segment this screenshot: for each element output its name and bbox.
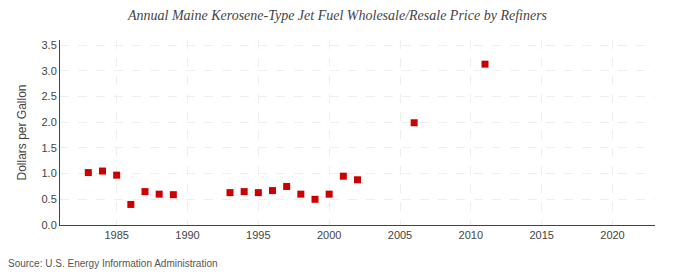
svg-text:0.0: 0.0: [42, 219, 57, 231]
svg-text:3.5: 3.5: [42, 39, 57, 51]
svg-text:3.0: 3.0: [42, 65, 57, 77]
svg-text:2010: 2010: [459, 229, 483, 241]
svg-text:2015: 2015: [529, 229, 553, 241]
svg-text:1.0: 1.0: [42, 167, 57, 179]
svg-text:2020: 2020: [600, 229, 624, 241]
svg-text:Annual Maine Kerosene-Type Jet: Annual Maine Kerosene-Type Jet Fuel Whol…: [127, 8, 548, 23]
svg-text:1985: 1985: [104, 229, 128, 241]
svg-text:Dollars per Gallon: Dollars per Gallon: [15, 84, 29, 180]
svg-text:2005: 2005: [388, 229, 412, 241]
svg-text:2000: 2000: [317, 229, 341, 241]
svg-text:1995: 1995: [246, 229, 270, 241]
svg-text:1990: 1990: [175, 229, 199, 241]
svg-text:Source: U.S. Energy Informatio: Source: U.S. Energy Information Administ…: [8, 258, 218, 269]
svg-text:2.0: 2.0: [42, 116, 57, 128]
svg-text:0.5: 0.5: [42, 193, 57, 205]
svg-text:1.5: 1.5: [42, 142, 57, 154]
svg-text:2.5: 2.5: [42, 90, 57, 102]
